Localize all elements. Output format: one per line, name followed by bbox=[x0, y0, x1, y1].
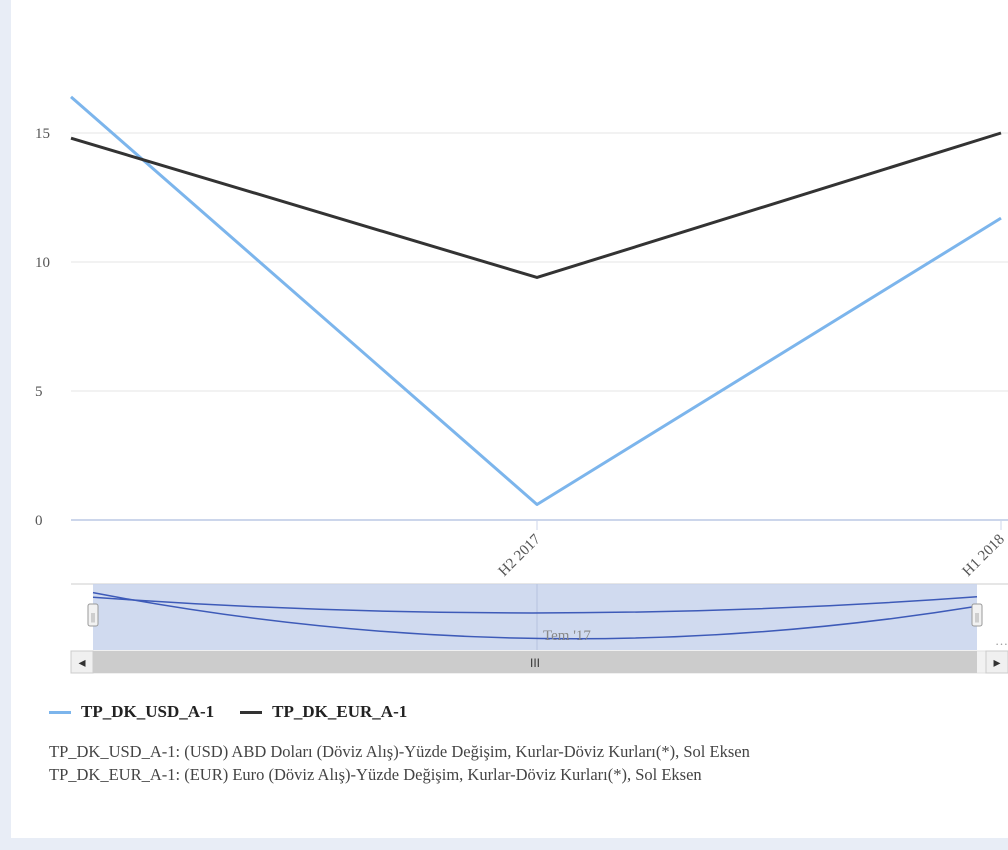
legend-swatch-eur bbox=[240, 710, 263, 714]
series-line-1 bbox=[70, 131, 1002, 279]
navigator-handle-glyph-right: || bbox=[975, 612, 979, 623]
description-eur: TP_DK_EUR_A-1: (EUR) Euro (Döviz Alış)-Y… bbox=[49, 765, 702, 784]
scrollbar-right-button bbox=[985, 650, 1008, 674]
scrollbar-left-button bbox=[70, 650, 94, 674]
scrollbar-grip-icon: III bbox=[530, 656, 540, 670]
navigator-label: Tem '17 bbox=[543, 628, 591, 644]
navigator-ellipsis: … bbox=[995, 633, 1008, 648]
y-tick-label-10: 10 bbox=[35, 255, 50, 271]
y-axis-ticks: 0 5 10 15 bbox=[35, 126, 50, 529]
series-line-0 bbox=[70, 95, 1002, 507]
legend: TP_DK_USD_A-1 TP_DK_EUR_A-1 bbox=[49, 702, 433, 722]
legend-swatch-usd bbox=[49, 710, 71, 714]
x-axis-ticks: H2 2017 H1 2018 bbox=[496, 520, 1008, 580]
legend-label-usd: TP_DK_USD_A-1 bbox=[81, 702, 215, 721]
line-chart: 0 5 10 15 H2 2017 H1 2018 Tem '17 || || … ◂ ▸ III bbox=[35, 95, 1008, 674]
description-usd: TP_DK_USD_A-1: (USD) ABD Doları (Döviz A… bbox=[49, 742, 750, 761]
navigator-series-0 bbox=[92, 591, 978, 640]
series-lines bbox=[70, 95, 1002, 507]
navigator-handle-right bbox=[971, 603, 983, 627]
legend-label-eur: TP_DK_EUR_A-1 bbox=[272, 702, 408, 721]
legend-item-eur[interactable]: TP_DK_EUR_A-1 bbox=[240, 702, 407, 722]
navigator-mask bbox=[93, 584, 977, 650]
navigator-handle-glyph-left: || bbox=[91, 612, 95, 623]
y-tick-label-15: 15 bbox=[35, 126, 50, 142]
grid-lines bbox=[71, 132, 1008, 521]
navigator-series-1 bbox=[92, 595, 978, 614]
navigator-handle-left bbox=[87, 603, 99, 627]
scrollbar-right-arrow-icon: ▸ bbox=[993, 656, 1000, 671]
chart-container: 0 5 10 15 H2 2017 H1 2018 Tem '17 || ||… ◂ ▸ III … bbox=[11, 0, 1008, 838]
navigator[interactable]: Tem '17 || || … ◂ ▸ III bbox=[70, 583, 1008, 674]
scrollbar-left-arrow-icon: ◂ bbox=[78, 656, 85, 671]
series-descriptions: TP_DK_USD_A-1: (USD) ABD Doları (Döviz A… bbox=[49, 740, 750, 786]
scrollbar-thumb bbox=[93, 651, 977, 673]
x-tick-label-1: H1 2018 bbox=[960, 532, 1008, 580]
y-tick-label-5: 5 bbox=[35, 384, 43, 400]
y-tick-label-0: 0 bbox=[35, 513, 43, 529]
legend-item-usd[interactable]: TP_DK_USD_A-1 bbox=[49, 702, 214, 722]
x-tick-label-0: H2 2017 bbox=[496, 531, 544, 579]
